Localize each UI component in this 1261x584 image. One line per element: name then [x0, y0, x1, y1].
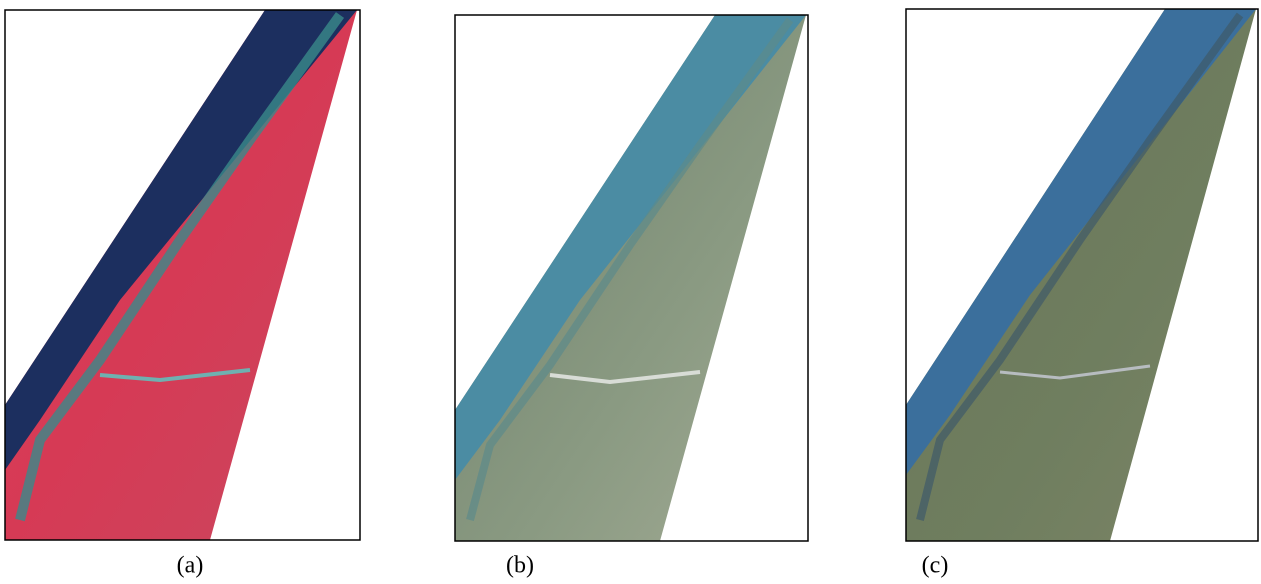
figure: (a) (b) (c) — [0, 0, 1261, 584]
panel-c: (c) — [906, 9, 1258, 579]
page: (a) (b) (c) (() => { const data = JSON.p… — [0, 0, 1261, 584]
panel-b: (b) — [455, 15, 808, 579]
caption: (c) — [922, 553, 949, 579]
caption: (a) — [177, 553, 204, 579]
caption: (b) — [506, 553, 534, 579]
panel-a: (a) — [5, 10, 360, 579]
